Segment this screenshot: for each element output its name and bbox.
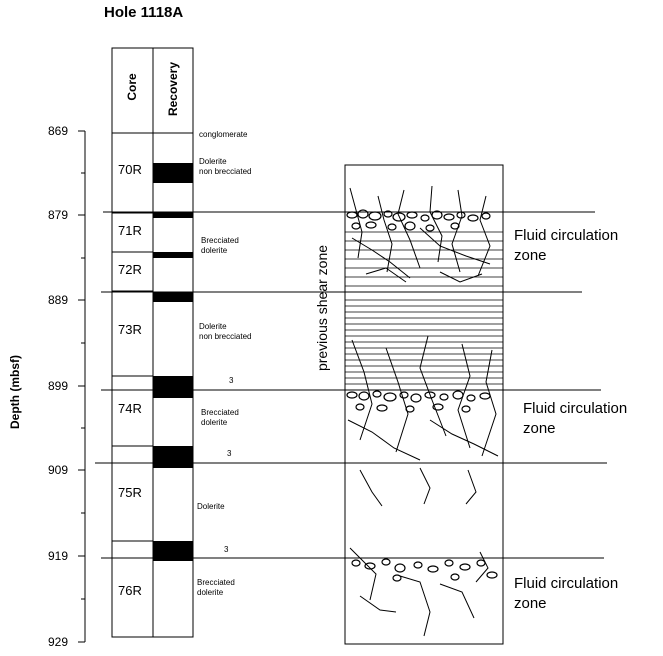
shear-zone-hatching <box>345 231 503 385</box>
depth-tick-label: 929 <box>47 635 68 649</box>
depth-tick-label: 919 <box>47 549 68 563</box>
recovery-note: 3 <box>227 449 232 458</box>
depth-tick-label: 909 <box>47 463 68 477</box>
lithology-label: Dolerite non brecciated <box>199 322 252 341</box>
recovery-bar <box>153 292 193 302</box>
lithology-label: Dolerite <box>197 502 225 511</box>
core-label: 74R <box>118 401 142 416</box>
depth-tick-label: 899 <box>47 379 68 393</box>
fluid-zone-label: Fluid circulation zone <box>514 227 619 264</box>
depth-tick-label: 889 <box>47 293 68 307</box>
depth-tick-label: 869 <box>47 124 68 138</box>
recovery-note: 3 <box>229 376 234 385</box>
recovery-bar <box>153 446 193 468</box>
recovery-bars <box>153 163 193 561</box>
lithology-label: Dolerite non brecciated <box>199 157 252 176</box>
fracture-network <box>347 185 499 637</box>
structure-log <box>344 164 504 645</box>
core-column <box>111 47 194 638</box>
core-label: 70R <box>118 162 142 177</box>
core-label: 75R <box>118 485 142 500</box>
lithology-label: conglomerate <box>199 130 248 139</box>
lithology-label: Brecciated dolerite <box>201 236 239 255</box>
fluid-zone-label: Fluid circulation zone <box>523 400 628 437</box>
core-label: 73R <box>118 322 142 337</box>
depth-tick-label: 879 <box>47 208 68 222</box>
boundary-lines <box>95 211 607 559</box>
recovery-column-header: Recovery <box>166 61 180 117</box>
core-label: 76R <box>118 583 142 598</box>
recovery-bar <box>153 376 193 398</box>
y-axis-label: Depth (mbsf) <box>8 355 22 429</box>
core-label: 71R <box>118 223 142 238</box>
recovery-note: 3 <box>224 545 229 554</box>
depth-axis <box>78 130 86 643</box>
recovery-bar <box>153 541 193 561</box>
figure-title: Hole 1118A <box>104 4 184 21</box>
core-column-header: Core <box>125 73 139 101</box>
core-label: 72R <box>118 262 142 277</box>
recovery-bar <box>153 163 193 183</box>
recovery-bar <box>153 212 193 218</box>
lithology-label: Brecciated dolerite <box>197 578 235 597</box>
lithology-label: Brecciated dolerite <box>201 408 239 427</box>
shear-zone-label: previous shear zone <box>314 244 330 372</box>
fluid-zone-label: Fluid circulation zone <box>514 575 619 612</box>
recovery-bar <box>153 252 193 258</box>
